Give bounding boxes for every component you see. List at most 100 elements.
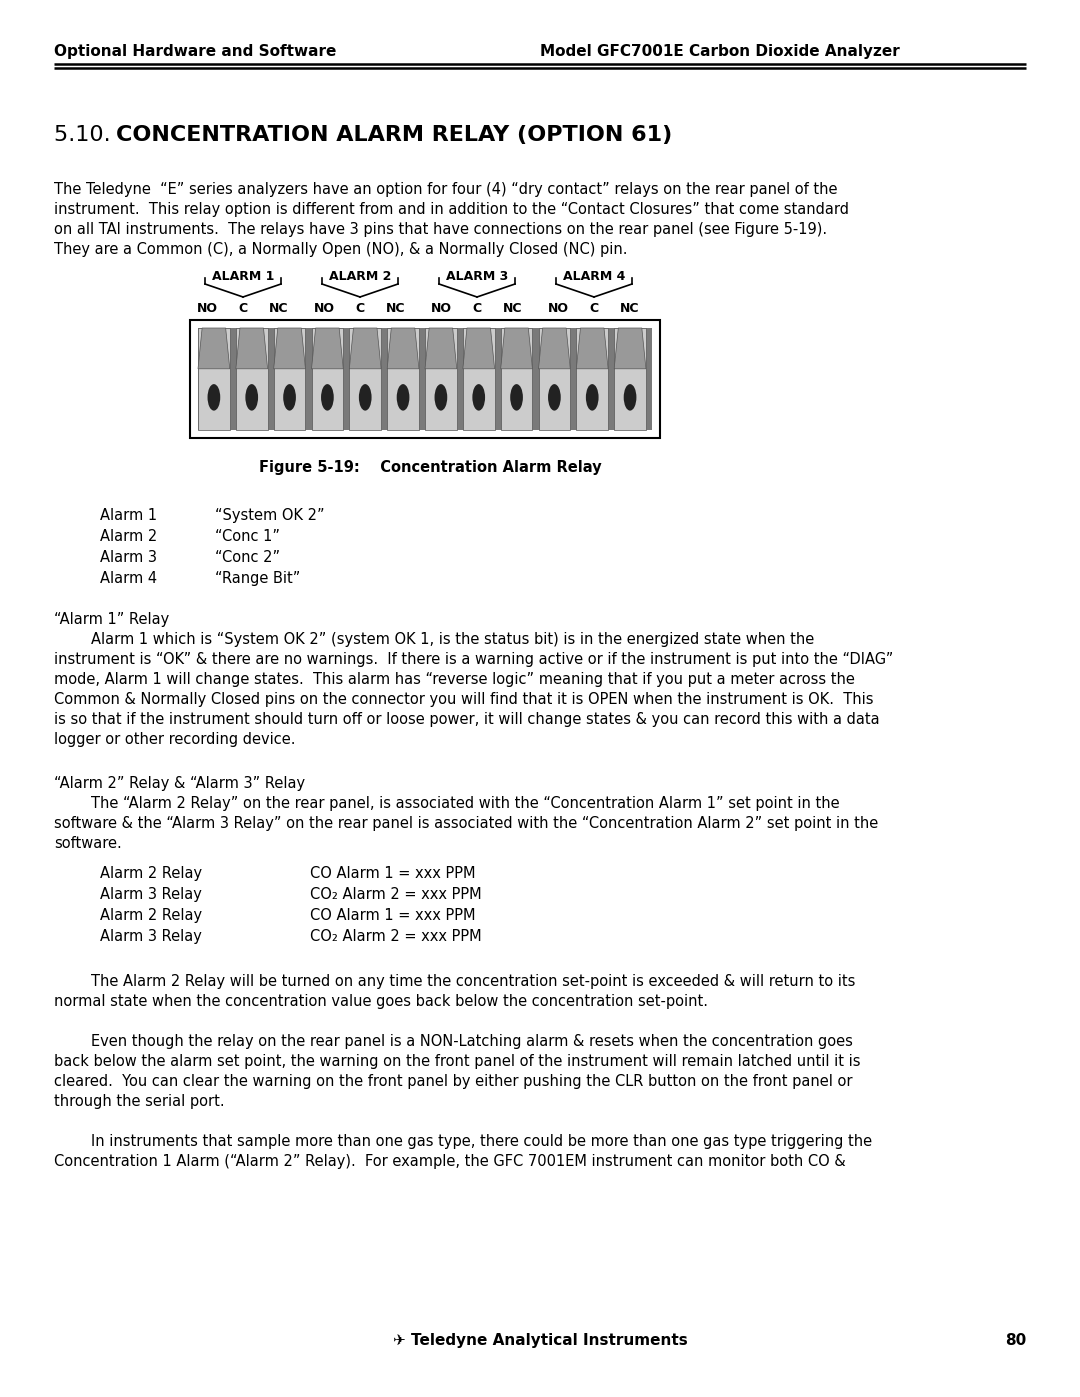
Text: Alarm 3 Relay: Alarm 3 Relay xyxy=(100,887,202,902)
Text: Alarm 1: Alarm 1 xyxy=(100,509,157,522)
Bar xyxy=(463,328,495,430)
Polygon shape xyxy=(311,328,343,369)
Text: “Alarm 1” Relay: “Alarm 1” Relay xyxy=(54,612,170,627)
Polygon shape xyxy=(615,328,646,369)
Bar xyxy=(349,328,381,430)
Text: instrument is “OK” & there are no warnings.  If there is a warning active or if : instrument is “OK” & there are no warnin… xyxy=(54,652,893,666)
Text: software & the “Alarm 3 Relay” on the rear panel is associated with the “Concent: software & the “Alarm 3 Relay” on the re… xyxy=(54,816,878,831)
Bar xyxy=(387,328,419,430)
Bar xyxy=(426,328,457,430)
Text: NO: NO xyxy=(548,302,568,314)
Text: Alarm 1 which is “System OK 2” (system OK 1, is the status bit) is in the energi: Alarm 1 which is “System OK 2” (system O… xyxy=(54,631,814,647)
Text: They are a Common (C), a Normally Open (NO), & a Normally Closed (NC) pin.: They are a Common (C), a Normally Open (… xyxy=(54,242,627,257)
Text: NO: NO xyxy=(313,302,335,314)
Text: NO: NO xyxy=(431,302,451,314)
Polygon shape xyxy=(426,328,457,369)
Text: In instruments that sample more than one gas type, there could be more than one : In instruments that sample more than one… xyxy=(54,1134,873,1148)
Bar xyxy=(539,328,570,430)
Ellipse shape xyxy=(434,384,447,411)
Bar xyxy=(311,328,343,430)
Text: mode, Alarm 1 will change states.  This alarm has “reverse logic” meaning that i: mode, Alarm 1 will change states. This a… xyxy=(54,672,855,687)
Text: “System OK 2”: “System OK 2” xyxy=(215,509,325,522)
Polygon shape xyxy=(501,328,532,369)
Bar xyxy=(198,328,230,430)
Ellipse shape xyxy=(396,384,409,411)
Polygon shape xyxy=(235,328,268,369)
Ellipse shape xyxy=(283,384,296,411)
Text: is so that if the instrument should turn off or loose power, it will change stat: is so that if the instrument should turn… xyxy=(54,712,879,726)
Text: NC: NC xyxy=(620,302,639,314)
Text: NO: NO xyxy=(197,302,217,314)
Bar xyxy=(577,328,608,430)
Text: normal state when the concentration value goes back below the concentration set-: normal state when the concentration valu… xyxy=(54,995,708,1009)
Text: Figure 5-19:    Concentration Alarm Relay: Figure 5-19: Concentration Alarm Relay xyxy=(259,460,602,475)
Text: C: C xyxy=(472,302,482,314)
Text: Alarm 2 Relay: Alarm 2 Relay xyxy=(100,866,202,882)
Text: Alarm 2: Alarm 2 xyxy=(100,529,158,543)
Polygon shape xyxy=(577,328,608,369)
Text: CONCENTRATION ALARM RELAY (OPTION 61): CONCENTRATION ALARM RELAY (OPTION 61) xyxy=(116,124,672,145)
Text: NC: NC xyxy=(503,302,523,314)
Text: on all TAI instruments.  The relays have 3 pins that have connections on the rea: on all TAI instruments. The relays have … xyxy=(54,222,827,237)
Text: through the serial port.: through the serial port. xyxy=(54,1094,225,1109)
Bar xyxy=(273,328,306,430)
Text: instrument.  This relay option is different from and in addition to the “Contact: instrument. This relay option is differe… xyxy=(54,203,849,217)
Text: ALARM 4: ALARM 4 xyxy=(563,270,625,284)
Bar xyxy=(235,328,268,430)
Text: “Alarm 2” Relay & “Alarm 3” Relay: “Alarm 2” Relay & “Alarm 3” Relay xyxy=(54,775,306,791)
Text: ALARM 3: ALARM 3 xyxy=(446,270,508,284)
Ellipse shape xyxy=(624,384,636,411)
Text: “Conc 2”: “Conc 2” xyxy=(215,550,280,564)
Polygon shape xyxy=(463,328,495,369)
Text: ✈ Teledyne Analytical Instruments: ✈ Teledyne Analytical Instruments xyxy=(393,1333,687,1348)
Text: 80: 80 xyxy=(1004,1333,1026,1348)
Text: The “Alarm 2 Relay” on the rear panel, is associated with the “Concentration Ala: The “Alarm 2 Relay” on the rear panel, i… xyxy=(54,796,839,812)
Ellipse shape xyxy=(510,384,523,411)
Text: back below the alarm set point, the warning on the front panel of the instrument: back below the alarm set point, the warn… xyxy=(54,1053,861,1069)
Text: Even though the relay on the rear panel is a NON-Latching alarm & resets when th: Even though the relay on the rear panel … xyxy=(54,1034,853,1049)
Bar xyxy=(501,328,532,430)
Ellipse shape xyxy=(207,384,220,411)
Bar xyxy=(198,328,652,430)
Text: NC: NC xyxy=(387,302,406,314)
Text: CO₂ Alarm 2 = xxx PPM: CO₂ Alarm 2 = xxx PPM xyxy=(310,929,482,944)
Text: The Teledyne  “E” series analyzers have an option for four (4) “dry contact” rel: The Teledyne “E” series analyzers have a… xyxy=(54,182,837,197)
Text: ALARM 1: ALARM 1 xyxy=(212,270,274,284)
Text: CO₂ Alarm 2 = xxx PPM: CO₂ Alarm 2 = xxx PPM xyxy=(310,887,482,902)
Polygon shape xyxy=(198,328,230,369)
Text: Model GFC7001E Carbon Dioxide Analyzer: Model GFC7001E Carbon Dioxide Analyzer xyxy=(540,43,900,59)
Text: CO Alarm 1 = xxx PPM: CO Alarm 1 = xxx PPM xyxy=(310,866,475,882)
Bar xyxy=(615,328,646,430)
Text: 5.10.: 5.10. xyxy=(54,124,118,145)
Text: software.: software. xyxy=(54,835,122,851)
Polygon shape xyxy=(539,328,570,369)
Text: “Conc 1”: “Conc 1” xyxy=(215,529,280,543)
Ellipse shape xyxy=(548,384,561,411)
Text: Optional Hardware and Software: Optional Hardware and Software xyxy=(54,43,336,59)
Text: The Alarm 2 Relay will be turned on any time the concentration set-point is exce: The Alarm 2 Relay will be turned on any … xyxy=(54,974,855,989)
Text: Common & Normally Closed pins on the connector you will find that it is OPEN whe: Common & Normally Closed pins on the con… xyxy=(54,692,874,707)
Text: Alarm 4: Alarm 4 xyxy=(100,571,157,585)
Text: C: C xyxy=(355,302,365,314)
Ellipse shape xyxy=(321,384,334,411)
Polygon shape xyxy=(387,328,419,369)
Ellipse shape xyxy=(585,384,598,411)
Text: Alarm 3 Relay: Alarm 3 Relay xyxy=(100,929,202,944)
Ellipse shape xyxy=(245,384,258,411)
Text: “Range Bit”: “Range Bit” xyxy=(215,571,300,585)
Bar xyxy=(190,320,660,439)
Text: CO Alarm 1 = xxx PPM: CO Alarm 1 = xxx PPM xyxy=(310,908,475,923)
Text: Alarm 3: Alarm 3 xyxy=(100,550,157,564)
Ellipse shape xyxy=(359,384,372,411)
Text: ALARM 2: ALARM 2 xyxy=(328,270,391,284)
Text: NC: NC xyxy=(269,302,288,314)
Text: Concentration 1 Alarm (“Alarm 2” Relay).  For example, the GFC 7001EM instrument: Concentration 1 Alarm (“Alarm 2” Relay).… xyxy=(54,1154,846,1169)
Polygon shape xyxy=(273,328,306,369)
Text: Alarm 2 Relay: Alarm 2 Relay xyxy=(100,908,202,923)
Text: logger or other recording device.: logger or other recording device. xyxy=(54,732,296,747)
Text: cleared.  You can clear the warning on the front panel by either pushing the CLR: cleared. You can clear the warning on th… xyxy=(54,1074,852,1090)
Text: C: C xyxy=(239,302,247,314)
Polygon shape xyxy=(349,328,381,369)
Text: C: C xyxy=(590,302,598,314)
Ellipse shape xyxy=(472,384,485,411)
